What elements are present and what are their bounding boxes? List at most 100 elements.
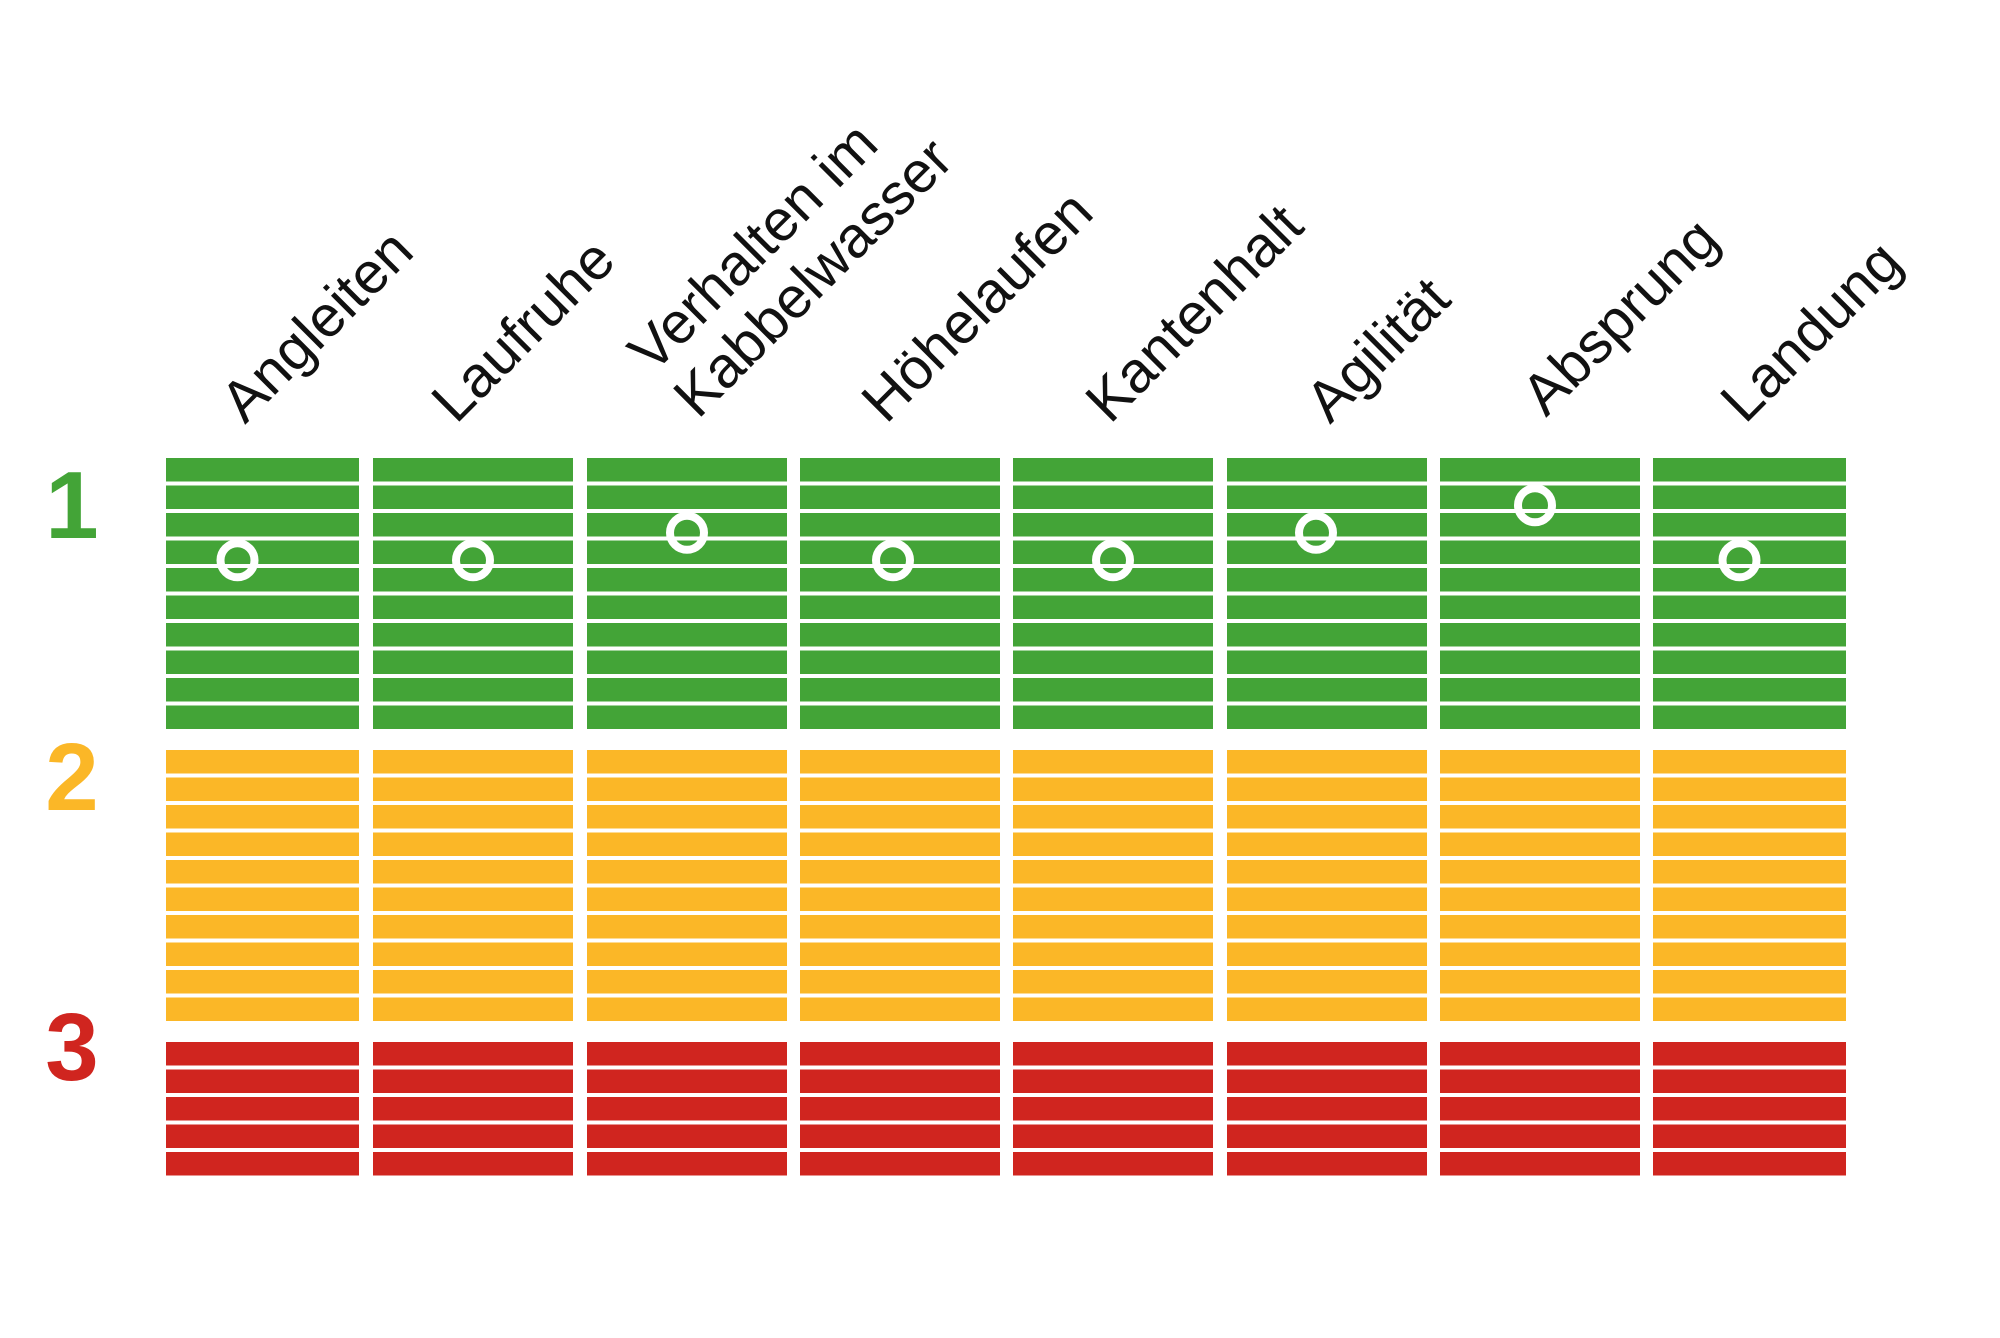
level-1-stripe [1440,678,1640,702]
level-1-stripe [1227,458,1427,482]
level-2-stripe [166,942,359,966]
level-2-stripe [1653,887,1846,911]
level-3-stripe [1227,1097,1427,1121]
level-1-stripe [373,678,573,702]
level-2-stripe [1013,997,1213,1021]
level-1-stripe [1227,485,1427,509]
level-1-stripe [1013,513,1213,537]
level-2-stripe [1653,915,1846,939]
level-1-stripe [1440,540,1640,564]
level-label-1: 1 [45,452,98,559]
level-3-stripe [587,1124,787,1148]
category-label-line: Angleiten [208,217,425,434]
level-1-stripe [1440,568,1640,592]
level-2-stripe [587,970,787,994]
level-1-stripe [800,623,1000,647]
level-1-stripe [166,485,359,509]
level-3-stripe [800,1152,1000,1176]
level-1-stripe [1227,705,1427,729]
level-2-stripe [1227,805,1427,829]
level-3-stripe [800,1042,1000,1066]
level-1-stripe [1227,540,1427,564]
level-1-stripe [1653,705,1846,729]
level-2-stripe [373,970,573,994]
level-2-stripe [1013,970,1213,994]
level-1-stripe [166,458,359,482]
level-3-stripe [166,1152,359,1176]
level-2-stripe [1227,970,1427,994]
rating-marker [1514,484,1556,527]
level-1-stripe [1653,458,1846,482]
level-2-stripe [1013,750,1213,774]
level-2-stripe [166,832,359,856]
level-1-stripe [1013,458,1213,482]
level-3-stripe [373,1152,573,1176]
level-1-stripe [1227,595,1427,619]
level-2-stripe [166,970,359,994]
level-1-stripe [166,540,359,564]
level-2-stripe [587,860,787,884]
level-1-stripe [800,540,1000,564]
level-1-stripe [800,458,1000,482]
level-1-stripe [373,650,573,674]
level-1-stripe [1653,623,1846,647]
level-2-stripe [587,942,787,966]
level-2-stripe [1653,805,1846,829]
level-2-stripe [373,750,573,774]
level-2-stripe [1440,777,1640,801]
level-2-stripe [1440,915,1640,939]
level-2-stripe [1013,942,1213,966]
level-3-stripe [1013,1042,1213,1066]
level-1-stripe [166,513,359,537]
level-1-stripe [373,513,573,537]
level-2-stripe [800,750,1000,774]
category-label: Landung [1708,229,1914,435]
level-2-stripe [1227,832,1427,856]
level-2-stripe [166,915,359,939]
level-2-stripe [1653,970,1846,994]
level-3-stripe [1227,1124,1427,1148]
level-3-stripe [373,1097,573,1121]
level-2-stripe [1653,942,1846,966]
level-2-stripe [1440,805,1640,829]
level-1-stripe [800,485,1000,509]
rating-marker [872,539,914,582]
level-3-stripe [1440,1124,1640,1148]
level-1-stripe [1653,650,1846,674]
level-1-stripe [800,595,1000,619]
level-2-stripe [587,997,787,1021]
level-1-stripe [587,705,787,729]
level-3-stripe [587,1152,787,1176]
level-3-stripe [166,1124,359,1148]
level-2-stripe [800,887,1000,911]
level-2-stripe [800,997,1000,1021]
level-2-stripe [1227,915,1427,939]
level-1-stripe [166,678,359,702]
level-1-stripe [1440,623,1640,647]
level-label-2: 2 [45,724,98,831]
level-1-stripe [1013,705,1213,729]
level-2-stripe [1440,887,1640,911]
category-label: Agilität [1293,265,1462,434]
level-2-stripe [166,777,359,801]
level-1-stripe [1653,485,1846,509]
level-3-stripe [800,1069,1000,1093]
rating-marker [1295,511,1337,554]
level-2-stripe [1227,997,1427,1021]
level-1-stripe [373,595,573,619]
level-3-stripe [800,1097,1000,1121]
level-3-stripe [1653,1124,1846,1148]
category-label: Kantenhalt [1073,192,1315,434]
level-2-stripe [373,887,573,911]
level-1-stripe [1653,540,1846,564]
level-2-stripe [1227,942,1427,966]
level-1-stripe [166,568,359,592]
level-1-stripe [800,513,1000,537]
level-3-stripe [1013,1097,1213,1121]
level-2-stripe [1653,832,1846,856]
rating-marker [216,539,259,582]
level-2-stripe [800,970,1000,994]
level-1-stripe [587,678,787,702]
level-2-stripe [166,750,359,774]
